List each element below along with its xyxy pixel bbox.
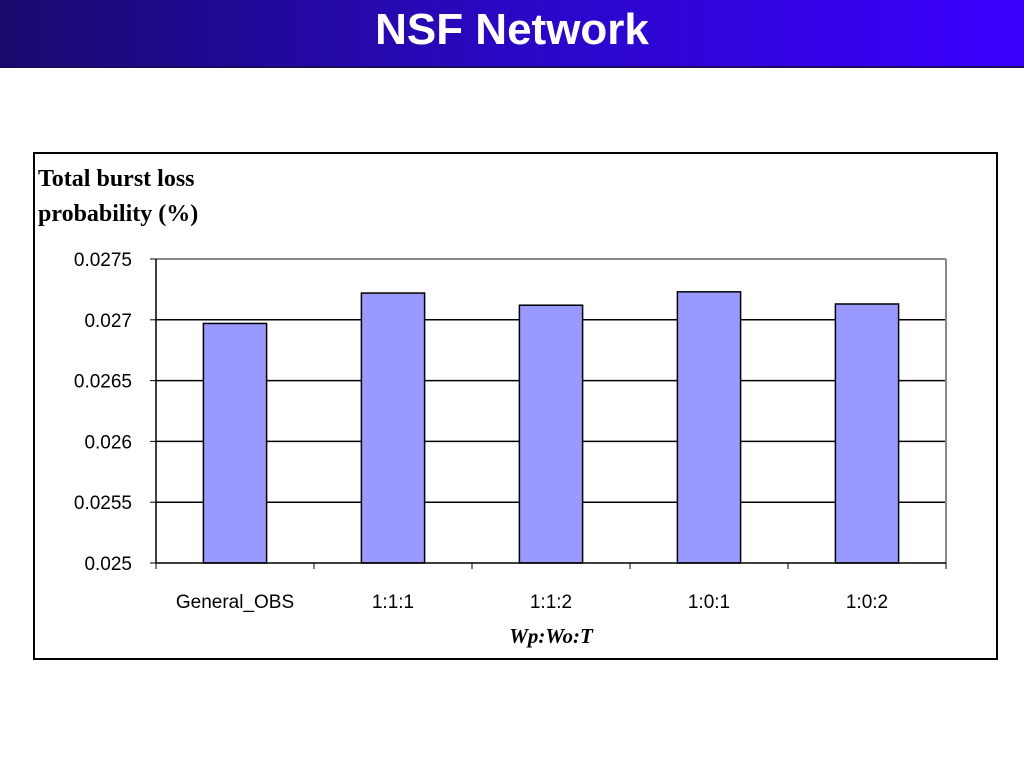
x-tick-label: 1:0:2 [846, 592, 888, 613]
x-tick-labels: General_OBS 1:1:1 1:1:2 1:0:1 1:0:2 [176, 592, 888, 613]
y-tick-label: 0.0275 [74, 250, 132, 271]
y-tick-label: 0.0265 [74, 372, 132, 393]
bar [676, 291, 742, 564]
bars [202, 291, 900, 564]
y-tick-labels: 0.025 0.0255 0.026 0.0265 0.027 0.0275 [74, 250, 132, 575]
bar [834, 303, 900, 564]
x-tick-label: 1:1:2 [530, 592, 572, 613]
y-tick-label: 0.027 [84, 311, 132, 332]
y-axis-label: Total burst loss probability (%) [38, 166, 199, 227]
x-tick-label: 1:1:1 [372, 592, 414, 613]
bar [518, 304, 584, 564]
bar [202, 322, 268, 564]
y-tick-label: 0.025 [84, 554, 132, 575]
y-tick-label: 0.026 [84, 432, 132, 453]
x-axis-label: Wp:Wo:T [509, 624, 594, 648]
slide-title: NSF Network [375, 5, 649, 54]
bar [360, 292, 426, 564]
title-bar [0, 0, 1024, 68]
x-tick-label: General_OBS [176, 592, 294, 613]
y-tick-label: 0.0255 [74, 493, 132, 514]
x-tick-label: 1:0:1 [688, 592, 730, 613]
axes [150, 258, 947, 569]
